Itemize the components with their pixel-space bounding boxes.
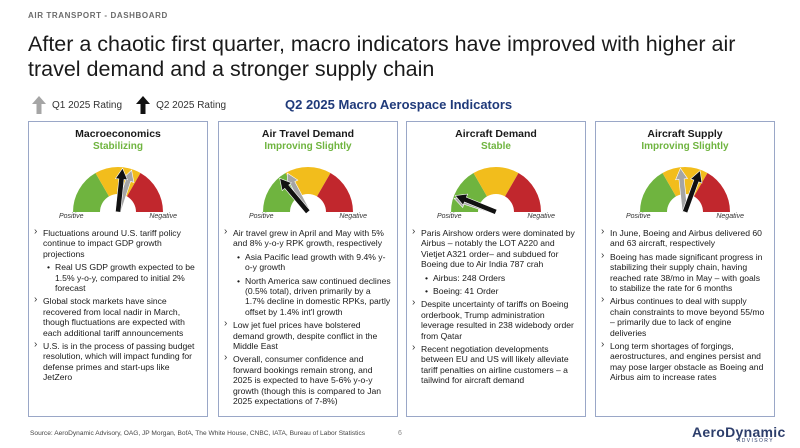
sub-bullet-list: Real US GDP growth expected to be 1.5% y… [43, 262, 201, 293]
bullet-item: Fluctuations around U.S. tariff policy c… [34, 227, 201, 293]
page-number: 6 [398, 430, 402, 437]
bullet-text: Boeing has made significant progress in … [610, 251, 763, 294]
bullet-text: In June, Boeing and Airbus delivered 60 … [610, 228, 762, 249]
bullet-text: Airbus continues to deal with supply cha… [610, 296, 765, 338]
gauge-positive-label: Positive [59, 213, 84, 220]
gauge-neutral-segment [473, 167, 519, 197]
q2-rating-arrow [279, 177, 311, 215]
card-status: Stable [480, 141, 511, 152]
page-title: After a chaotic first quarter, macro ind… [28, 32, 736, 81]
company-logo-sub: ADVISORY [737, 438, 774, 444]
gauge-labels: Positive Negative [626, 213, 744, 220]
gauge-positive-label: Positive [437, 213, 462, 220]
source-footnote: Source: AeroDynamic Advisory, OAG, JP Mo… [30, 430, 366, 437]
card-macroeconomics: Macroeconomics Stabilizing Positive Negativ… [28, 121, 208, 417]
bullet-item: In June, Boeing and Airbus delivered 60 … [601, 227, 768, 249]
legend-q2-label: Q2 2025 Rating [156, 99, 227, 111]
gauge-positive-label: Positive [626, 213, 651, 220]
bullet-text: Air travel grew in April and May with 5%… [233, 228, 384, 249]
sub-bullet-item: Asia Pacific lead growth with 9.4% y-o-y… [237, 252, 391, 273]
bullet-item: Long term shortages of forgings, aerostr… [601, 340, 768, 383]
card-title: Aircraft Demand [455, 128, 537, 140]
black-arrow-icon [136, 96, 151, 114]
card-bullets: Fluctuations around U.S. tariff policy c… [29, 227, 207, 383]
dashboard-subtitle: Q2 2025 Macro Aerospace Indicators [285, 97, 513, 112]
card-air-travel-demand: Air Travel Demand Improving Slightly Posit… [218, 121, 398, 417]
bullet-item: Airbus continues to deal with supply cha… [601, 295, 768, 338]
bullet-item: Boeing has made significant progress in … [601, 251, 768, 294]
card-bullets: In June, Boeing and Airbus delivered 60 … [596, 227, 774, 383]
rating-gauge [73, 167, 163, 214]
sub-bullet-list: Asia Pacific lead growth with 9.4% y-o-y… [233, 252, 391, 317]
gauge-labels: Positive Negative [249, 213, 367, 220]
card-title: Macroeconomics [75, 128, 161, 140]
q2-rating-arrow [682, 170, 703, 214]
sub-bullet-item: Real US GDP growth expected to be 1.5% y… [47, 262, 201, 293]
bullet-item: Recent negotiation developments between … [412, 343, 579, 386]
rating-legend: Q1 2025 Rating Q2 2025 Rating [32, 94, 240, 116]
rating-gauge [640, 167, 730, 214]
card-title: Air Travel Demand [261, 128, 355, 140]
legend-q1: Q1 2025 Rating [32, 96, 122, 114]
gauge-negative-label: Negative [716, 213, 744, 220]
sub-bullet-item: Airbus: 248 Orders [425, 273, 579, 284]
rating-gauge [263, 167, 353, 215]
card-status: Improving Slightly [641, 141, 729, 152]
gauge-negative-segment [694, 173, 730, 212]
sub-bullet-item: Boeing: 41 Order [425, 286, 579, 297]
bullet-item: Despite uncertainty of tariffs on Boeing… [412, 298, 579, 341]
gauge-positive-segment [640, 173, 676, 212]
bullet-text: Long term shortages of forgings, aerostr… [610, 341, 764, 383]
gauge-positive-label: Positive [249, 213, 274, 220]
gauge-negative-label: Negative [527, 213, 555, 220]
gauge-negative-segment [127, 173, 163, 212]
card-aircraft-supply: Aircraft Supply Improving Slightly Positiv… [595, 121, 775, 417]
gauge-negative-segment [317, 173, 353, 212]
card-bullets: Paris Airshow orders were dominated by A… [407, 227, 585, 386]
bullet-text: Overall, consumer confidence and forward… [233, 354, 382, 407]
bullet-item: Low jet fuel prices have bolstered deman… [224, 319, 391, 352]
gauge-negative-label: Negative [149, 213, 177, 220]
bullet-text: Fluctuations around U.S. tariff policy c… [43, 228, 181, 259]
bullet-item: U.S. is in the process of passing budget… [34, 340, 201, 383]
gauge-positive-segment [73, 173, 109, 212]
bullet-text: Global stock markets have since recovere… [43, 296, 185, 338]
bullet-text: Paris Airshow orders were dominated by A… [421, 228, 575, 270]
bullet-text: U.S. is in the process of passing budget… [43, 341, 195, 383]
gray-arrow-icon [32, 96, 46, 114]
bullet-text: Despite uncertainty of tariffs on Boeing… [421, 299, 574, 341]
company-logo: AeroDynamic [692, 424, 786, 440]
gauge-negative-segment [505, 173, 541, 212]
gauge-labels: Positive Negative [437, 213, 555, 220]
legend-q2: Q2 2025 Rating [136, 96, 226, 114]
q2-rating-arrow [454, 193, 498, 215]
bullet-text: Low jet fuel prices have bolstered deman… [233, 320, 378, 352]
gauge-negative-label: Negative [339, 213, 367, 220]
section-kicker: AIR TRANSPORT - DASHBOARD [28, 11, 168, 20]
legend-q1-label: Q1 2025 Rating [52, 99, 123, 111]
q2-rating-arrow [114, 167, 128, 213]
rating-gauge [451, 167, 541, 215]
bullet-item: Air travel grew in April and May with 5%… [224, 227, 391, 317]
bullet-text: Recent negotiation developments between … [421, 344, 569, 386]
sub-bullet-list: Airbus: 248 Orders Boeing: 41 Order [421, 273, 579, 297]
card-bullets: Air travel grew in April and May with 5%… [219, 227, 397, 407]
card-status: Stabilizing [93, 141, 143, 152]
bullet-item: Overall, consumer confidence and forward… [224, 353, 391, 407]
bullet-item: Global stock markets have since recovere… [34, 295, 201, 338]
card-title: Aircraft Supply [647, 128, 723, 140]
sub-bullet-item: North America saw continued declines (0.… [237, 276, 391, 318]
card-status: Improving Slightly [264, 141, 352, 152]
bullet-item: Paris Airshow orders were dominated by A… [412, 227, 579, 297]
gauge-labels: Positive Negative [59, 213, 177, 220]
